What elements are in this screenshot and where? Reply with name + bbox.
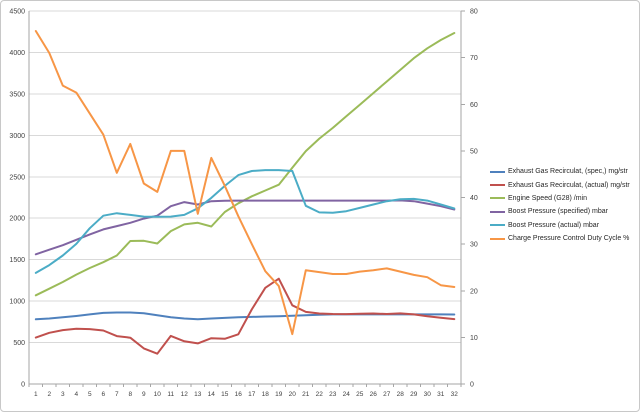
left-axis-label: 3500 xyxy=(9,91,25,98)
left-axis-label: 4500 xyxy=(9,9,25,16)
right-axis-label: 60 xyxy=(470,102,478,109)
legend-entry: Boost Pressure (actual) mbar xyxy=(490,219,630,232)
x-axis-label: 22 xyxy=(316,391,324,398)
right-axis-label: 50 xyxy=(470,148,478,155)
x-axis-label: 31 xyxy=(437,391,445,398)
series-line-2 xyxy=(34,277,456,355)
right-axis-label: 0 xyxy=(470,382,474,389)
left-axis-label: 1500 xyxy=(9,257,25,264)
x-axis-label: 5 xyxy=(88,391,92,398)
x-axis-label: 4 xyxy=(74,391,78,398)
series-line-3 xyxy=(34,32,456,297)
left-axis-label: 3000 xyxy=(9,133,25,140)
x-axis-label: 1 xyxy=(34,391,38,398)
x-axis-label: 3 xyxy=(61,391,65,398)
legend-label: Charge Pressure Control Duty Cycle % xyxy=(508,235,630,243)
x-axis-label: 29 xyxy=(410,391,418,398)
legend-label: Exhaust Gas Recirculat, (actual) mg/str xyxy=(508,181,630,189)
right-axis-label: 70 xyxy=(470,55,478,62)
legend-label: Engine Speed (G28) /min xyxy=(508,194,587,202)
x-axis-label: 12 xyxy=(181,391,189,398)
left-axis-label: 500 xyxy=(13,340,25,347)
legend-entry: Exhaust Gas Recirculat, (actual) mg/str xyxy=(490,178,630,191)
x-axis-label: 17 xyxy=(248,391,256,398)
legend-line-sample xyxy=(490,224,505,227)
x-axis-label: 20 xyxy=(289,391,297,398)
legend-line-sample xyxy=(490,237,505,240)
legend-entry: Boost Pressure (specified) mbar xyxy=(490,205,630,218)
x-axis-label: 24 xyxy=(343,391,351,398)
x-axis-label: 28 xyxy=(397,391,405,398)
x-axis-label: 21 xyxy=(302,391,310,398)
legend-label: Boost Pressure (actual) mbar xyxy=(508,221,600,229)
x-axis-label: 11 xyxy=(167,391,174,398)
right-axis-label: 20 xyxy=(470,288,478,295)
x-axis-label: 14 xyxy=(208,391,216,398)
legend-line-sample xyxy=(490,170,505,173)
legend-line-sample xyxy=(490,210,505,213)
x-axis-label: 26 xyxy=(370,391,378,398)
x-axis-label: 18 xyxy=(262,391,270,398)
chart-legend: Exhaust Gas Recirculat, (spec,) mg/str Ex… xyxy=(490,165,630,245)
series-line-5 xyxy=(34,169,456,274)
x-axis-label: 16 xyxy=(235,391,243,398)
left-axis-label: 0 xyxy=(21,382,25,389)
legend-entry: Charge Pressure Control Duty Cycle % xyxy=(490,232,630,245)
x-axis-label: 13 xyxy=(194,391,202,398)
x-axis-label: 30 xyxy=(424,391,432,398)
left-axis-label: 2000 xyxy=(9,216,25,223)
legend-label: Exhaust Gas Recirculat, (spec,) mg/str xyxy=(508,168,628,176)
x-axis-label: 9 xyxy=(142,391,146,398)
x-axis-label: 8 xyxy=(128,391,132,398)
left-axis-label: 4000 xyxy=(9,50,25,57)
series-line-4 xyxy=(34,199,456,256)
x-axis-label: 25 xyxy=(356,391,364,398)
left-axis-label: 1000 xyxy=(9,299,25,306)
x-axis-label: 19 xyxy=(275,391,283,398)
series-line-6 xyxy=(34,30,456,336)
legend-line-sample xyxy=(490,197,505,200)
legend-line-sample xyxy=(490,184,505,187)
x-axis-label: 6 xyxy=(101,391,105,398)
right-axis-label: 30 xyxy=(470,242,478,249)
right-axis-label: 10 xyxy=(470,335,478,342)
left-axis-label: 2500 xyxy=(9,174,25,181)
legend-entry: Engine Speed (G28) /min xyxy=(490,192,630,205)
legend-entry: Exhaust Gas Recirculat, (spec,) mg/str xyxy=(490,165,630,178)
x-axis-label: 10 xyxy=(154,391,162,398)
x-axis-label: 27 xyxy=(383,391,391,398)
right-axis-label: 80 xyxy=(470,9,478,16)
x-axis-label: 15 xyxy=(221,391,229,398)
x-axis-label: 32 xyxy=(451,391,459,398)
right-axis-label: 40 xyxy=(470,195,478,202)
x-axis-label: 7 xyxy=(115,391,119,398)
x-axis-label: 2 xyxy=(47,391,51,398)
legend-label: Boost Pressure (specified) mbar xyxy=(508,208,608,216)
x-axis-label: 23 xyxy=(329,391,337,398)
